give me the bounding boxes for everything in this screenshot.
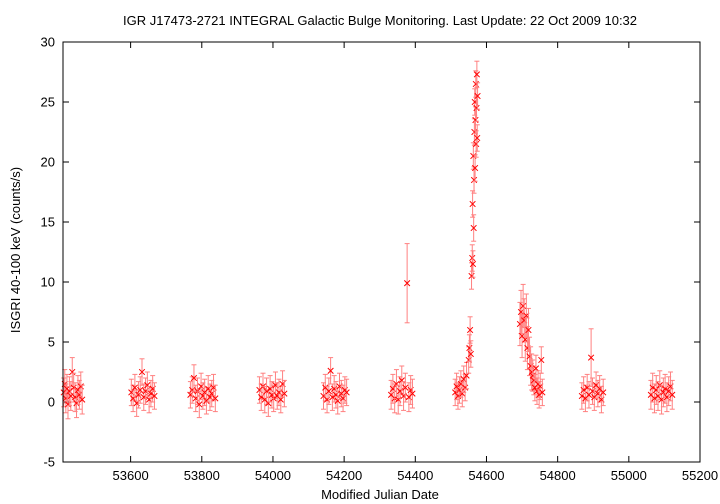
y-axis-label: ISGRI 40-100 keV (counts/s) xyxy=(8,167,23,333)
y-tick-label: 10 xyxy=(41,275,55,290)
x-tick-label: 53600 xyxy=(113,468,149,483)
y-tick-label: 15 xyxy=(41,215,55,230)
chart-title: IGR J17473-2721 INTEGRAL Galactic Bulge … xyxy=(123,13,637,28)
data-point xyxy=(669,391,676,398)
data-point xyxy=(469,200,476,208)
x-tick-label: 54800 xyxy=(540,468,576,483)
plot-frame xyxy=(62,41,701,463)
data-point xyxy=(466,326,474,334)
data-point xyxy=(131,384,139,391)
data-point xyxy=(212,395,219,402)
data-point xyxy=(473,71,481,78)
x-tick-label: 54000 xyxy=(255,468,291,483)
data-point xyxy=(600,389,607,396)
data-point xyxy=(402,384,409,391)
data-point xyxy=(277,396,284,403)
data-point xyxy=(403,280,411,287)
data-point xyxy=(539,389,546,396)
x-tick-label: 54200 xyxy=(326,468,362,483)
data-point xyxy=(469,260,477,268)
data-point xyxy=(470,176,478,184)
data-point xyxy=(137,386,144,394)
data-point xyxy=(151,392,158,400)
data-point xyxy=(532,365,540,372)
data-point xyxy=(343,389,350,396)
data-point xyxy=(538,356,545,364)
data-point xyxy=(470,224,477,232)
y-tick-label: 30 xyxy=(41,35,55,50)
data-point xyxy=(196,401,203,408)
data-point xyxy=(327,367,334,374)
data-point xyxy=(138,368,146,376)
x-tick-label: 53800 xyxy=(184,468,220,483)
data-point xyxy=(474,92,481,100)
data-point xyxy=(409,390,416,397)
data-point xyxy=(190,374,198,382)
data-point xyxy=(473,104,480,112)
data-point xyxy=(472,116,479,124)
data-point xyxy=(281,390,288,397)
data-point xyxy=(467,350,474,358)
data-marks xyxy=(60,60,676,420)
data-point xyxy=(463,372,470,379)
y-tick-label: 5 xyxy=(48,335,55,350)
data-point xyxy=(471,164,479,172)
data-point xyxy=(519,302,527,310)
data-point xyxy=(535,391,543,398)
y-tick-label: 25 xyxy=(41,95,55,110)
x-tick-label: 54600 xyxy=(468,468,504,483)
y-tick-label: -5 xyxy=(43,455,55,470)
data-point xyxy=(474,134,481,142)
data-point xyxy=(469,254,476,262)
data-point xyxy=(79,396,86,403)
data-point xyxy=(525,326,532,334)
data-point xyxy=(325,388,332,395)
data-point xyxy=(587,354,595,361)
y-tick-label: 0 xyxy=(48,395,55,410)
y-tick-label: 20 xyxy=(41,155,55,170)
data-point xyxy=(473,140,480,148)
x-tick-label: 54400 xyxy=(397,468,433,483)
x-tick-label: 55200 xyxy=(682,468,718,483)
x-axis-label: Modified Julian Date xyxy=(321,487,439,502)
x-tick-label: 55000 xyxy=(611,468,647,483)
